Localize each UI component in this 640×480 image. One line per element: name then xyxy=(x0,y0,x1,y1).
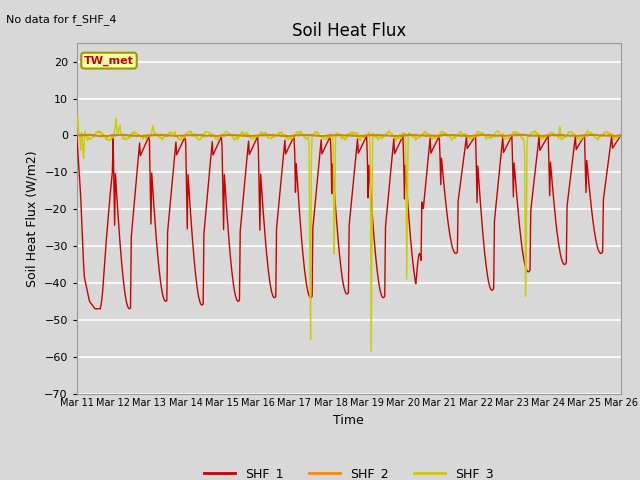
Text: TW_met: TW_met xyxy=(84,56,134,66)
Legend: SHF_1, SHF_2, SHF_3: SHF_1, SHF_2, SHF_3 xyxy=(199,462,499,480)
Text: No data for f_SHF_4: No data for f_SHF_4 xyxy=(6,14,117,25)
Y-axis label: Soil Heat Flux (W/m2): Soil Heat Flux (W/m2) xyxy=(26,150,38,287)
Title: Soil Heat Flux: Soil Heat Flux xyxy=(292,22,406,40)
X-axis label: Time: Time xyxy=(333,414,364,427)
